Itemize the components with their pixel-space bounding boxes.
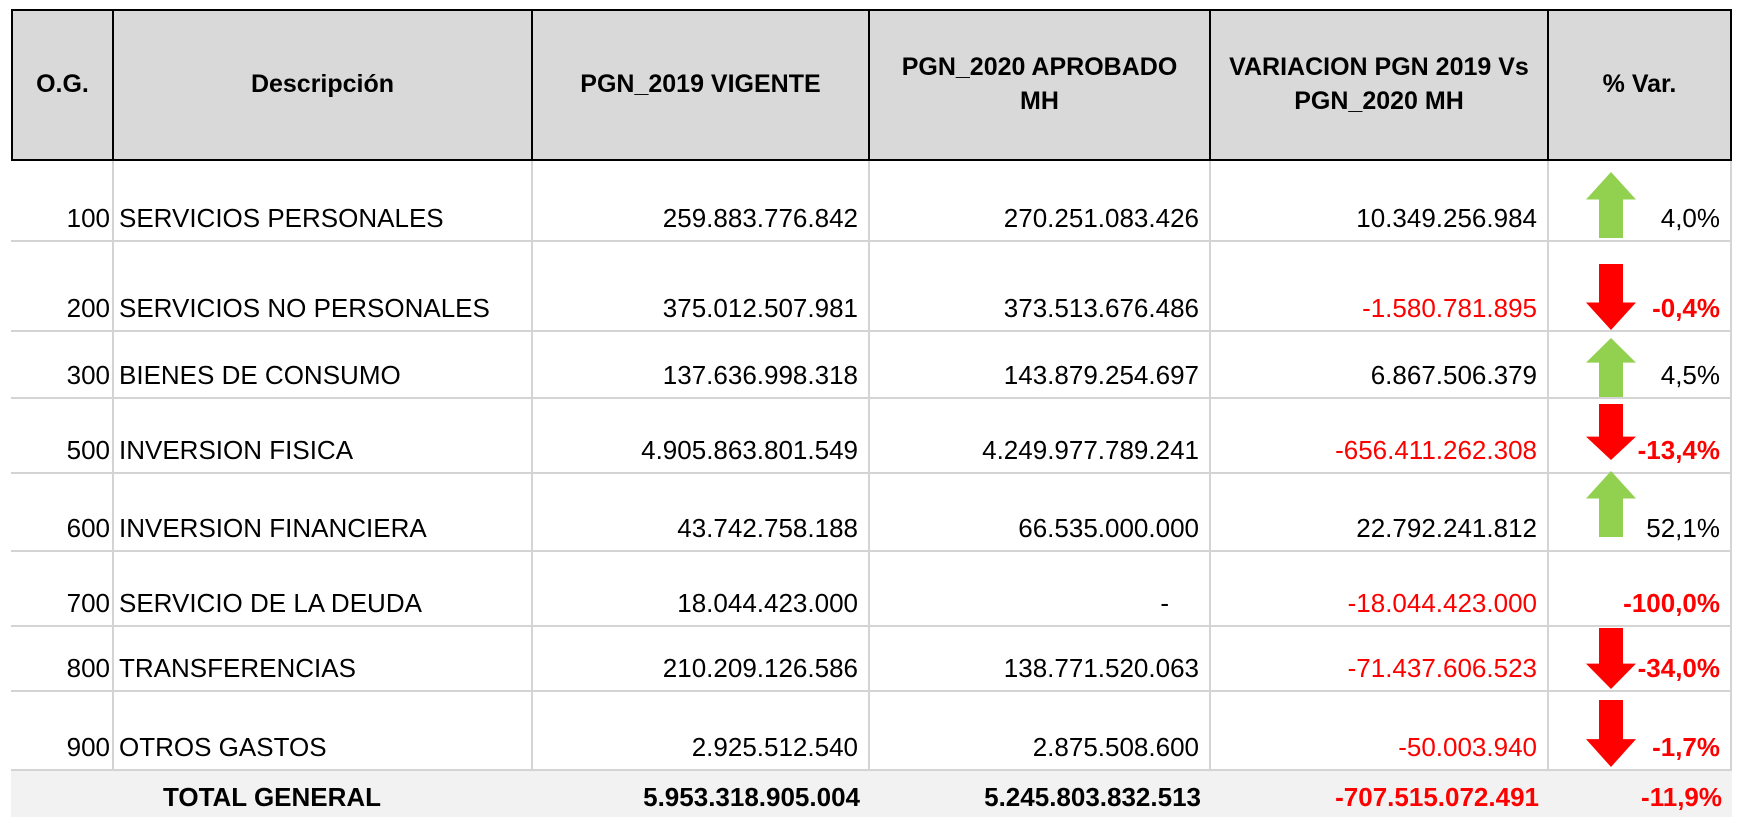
description-cell: SERVICIOS PERSONALES [114,161,533,242]
value-cell: 259.883.776.842 [533,161,870,242]
value-cell: -34,0% [1549,627,1732,692]
value-cell: 270.251.083.426 [870,161,1211,242]
description-cell: SERVICIO DE LA DEUDA [114,552,533,627]
value-cell: 18.044.423.000 [533,552,870,627]
value-cell: -656.411.262.308 [1211,399,1549,474]
value-cell: -13,4% [1549,399,1732,474]
down-arrow [1586,404,1636,460]
up-arrow [1586,338,1636,397]
value-cell: -1,7% [1549,692,1732,771]
up-arrow [1586,471,1636,537]
value-cell: - [870,552,1211,627]
down-arrow [1586,264,1636,330]
value-cell: 2.925.512.540 [533,692,870,771]
total-cell: 5.953.318.905.004 [533,771,870,817]
total-cell: 5.245.803.832.513 [870,771,1211,817]
value-cell: -1.580.781.895 [1211,242,1549,332]
header-cell: O.G. [11,9,114,161]
value-cell: 375.012.507.981 [533,242,870,332]
value-cell: 600 [11,474,114,552]
header-cell: Descripción [112,9,533,161]
total-cell: -11,9% [1549,771,1732,817]
description-cell: INVERSION FINANCIERA [114,474,533,552]
value-cell: 6.867.506.379 [1211,332,1549,399]
value-cell: 4.249.977.789.241 [870,399,1211,474]
description-cell: INVERSION FISICA [114,399,533,474]
value-cell: 500 [11,399,114,474]
description-cell: TRANSFERENCIAS [114,627,533,692]
description-cell: SERVICIOS NO PERSONALES [114,242,533,332]
value-cell: 700 [11,552,114,627]
value-cell: 66.535.000.000 [870,474,1211,552]
header-cell: % Var. [1547,9,1732,161]
value-cell: 100 [11,161,114,242]
value-cell: -0,4% [1549,242,1732,332]
description-cell: BIENES DE CONSUMO [114,332,533,399]
value-cell: 2.875.508.600 [870,692,1211,771]
value-cell: 143.879.254.697 [870,332,1211,399]
total-cell: TOTAL GENERAL [11,771,533,817]
value-cell: 138.771.520.063 [870,627,1211,692]
down-arrow [1586,700,1636,767]
value-cell: 137.636.998.318 [533,332,870,399]
value-cell: 200 [11,242,114,332]
up-arrow [1586,172,1636,238]
value-cell: 43.742.758.188 [533,474,870,552]
description-cell: OTROS GASTOS [114,692,533,771]
down-arrow [1586,628,1636,689]
value-cell: 210.209.126.586 [533,627,870,692]
total-cell: -707.515.072.491 [1211,771,1549,817]
header-cell: PGN_2019 VIGENTE [531,9,870,161]
value-cell: 900 [11,692,114,771]
header-cell: PGN_2020 APROBADO MH [868,9,1211,161]
value-cell: 52,1% [1549,474,1732,552]
value-cell: -100,0% [1549,552,1732,627]
value-cell: 4,5% [1549,332,1732,399]
value-cell: 800 [11,627,114,692]
value-cell: 22.792.241.812 [1211,474,1549,552]
value-cell: 4.905.863.801.549 [533,399,870,474]
value-cell: -71.437.606.523 [1211,627,1549,692]
value-cell: 300 [11,332,114,399]
value-cell: -18.044.423.000 [1211,552,1549,627]
header-cell: VARIACION PGN 2019 Vs PGN_2020 MH [1209,9,1549,161]
value-cell: 373.513.676.486 [870,242,1211,332]
value-cell: 4,0% [1549,161,1732,242]
value-cell: -50.003.940 [1211,692,1549,771]
value-cell: 10.349.256.984 [1211,161,1549,242]
